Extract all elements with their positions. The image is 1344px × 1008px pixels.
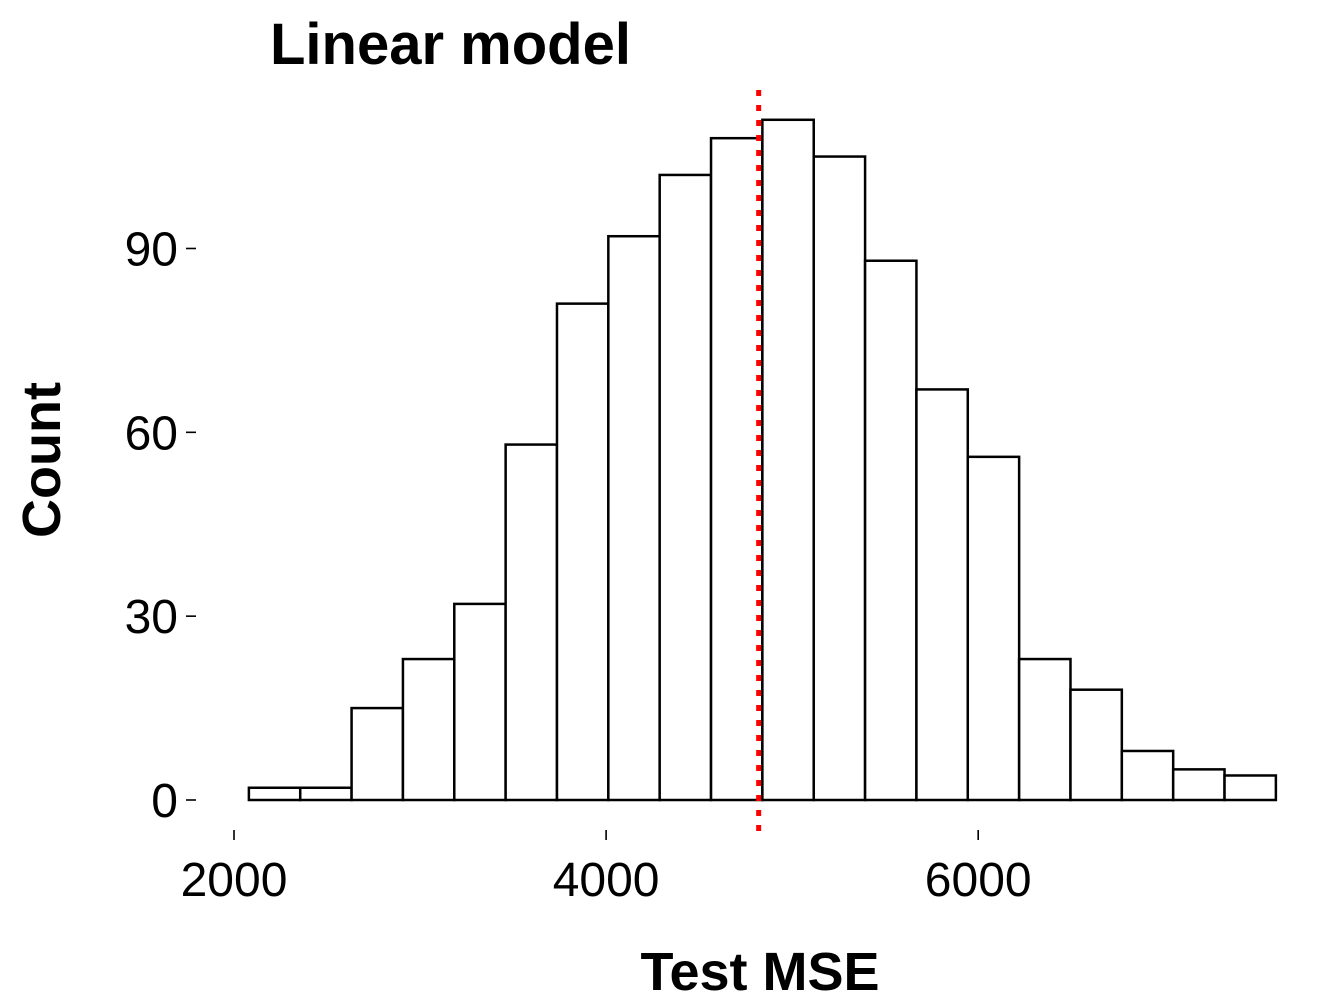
x-axis-label: Test MSE [640, 942, 879, 1002]
histogram-bar [504, 443, 559, 802]
x-axis: 2000 4000 6000 [181, 830, 1032, 907]
histogram-bar [863, 259, 918, 802]
histogram-bar [247, 786, 302, 802]
histogram-bar [298, 786, 353, 802]
histogram-bar [401, 657, 456, 802]
chart-title: Linear model [270, 12, 631, 77]
histogram-bar [1171, 768, 1226, 802]
bars-group [247, 118, 1278, 802]
x-tick-label: 4000 [553, 854, 660, 907]
histogram-bar [709, 136, 764, 802]
y-tick-label: 60 [125, 407, 178, 460]
histogram-bar [658, 173, 713, 802]
y-axis-label: Count [12, 382, 72, 538]
y-tick-label: 0 [151, 775, 178, 828]
histogram-bar [761, 118, 815, 802]
histogram-bar [350, 706, 405, 802]
histogram-bar [966, 455, 1021, 802]
y-axis: 0 30 60 90 [125, 223, 196, 828]
histogram-bar [812, 155, 867, 802]
histogram-bar [555, 302, 610, 802]
x-tick-label: 6000 [925, 854, 1032, 907]
y-tick-label: 30 [125, 591, 178, 644]
y-tick-label: 90 [125, 223, 178, 276]
histogram-bar [1017, 657, 1072, 802]
histogram-bar [1069, 688, 1124, 802]
histogram-bar [1120, 749, 1175, 802]
histogram-bar [607, 234, 661, 802]
histogram-bar [453, 602, 507, 802]
histogram-bar [1223, 774, 1278, 802]
histogram-bar [915, 388, 970, 802]
x-tick-label: 2000 [181, 854, 288, 907]
